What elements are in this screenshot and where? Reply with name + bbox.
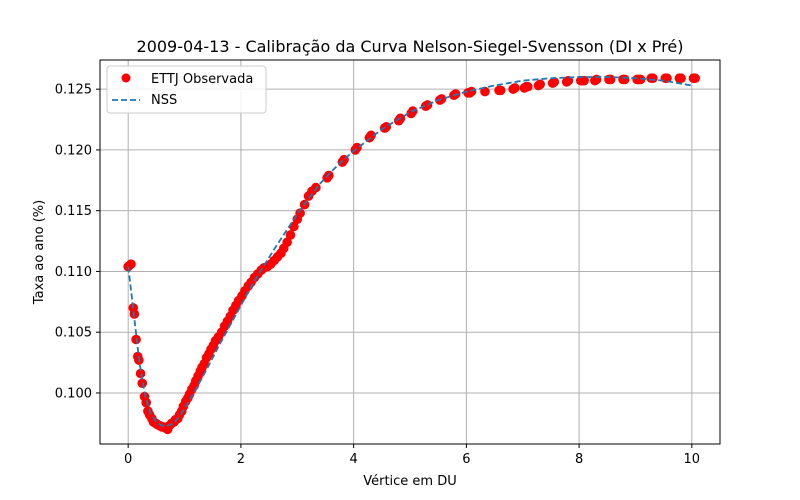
observed-point <box>466 86 477 97</box>
series-layer <box>123 73 700 435</box>
axis-ticks: 0 2 4 6 8 10 0.100 0.105 0.110 0.115 0.120 0.125 <box>55 83 700 467</box>
observed-point <box>135 368 146 379</box>
observed-point <box>366 130 376 141</box>
x-tick-label: 2 <box>237 452 245 467</box>
observed-point <box>619 74 630 85</box>
grid <box>100 60 720 444</box>
observed-point <box>676 73 686 84</box>
plot-area-frame <box>99 59 721 445</box>
y-tick-label: 0.110 <box>55 265 92 280</box>
x-axis-label: Vértice em DU <box>363 474 457 489</box>
observed-point <box>523 81 533 92</box>
x-tick-label: 6 <box>462 452 470 467</box>
x-tick-label: 8 <box>575 452 583 467</box>
observed-point <box>510 83 520 93</box>
x-tick-label: 10 <box>684 452 701 467</box>
observed-point <box>690 73 700 84</box>
observed-point <box>295 208 305 218</box>
chart-title: 2009-04-13 - Calibração da Curva Nelson-… <box>137 37 684 56</box>
legend-label-nss: NSS <box>151 93 177 108</box>
y-tick-label: 0.100 <box>55 386 92 401</box>
x-tick-label: 4 <box>349 452 357 467</box>
legend-marker-observed <box>121 73 131 83</box>
observed-point <box>535 79 545 90</box>
observed-point <box>141 397 152 408</box>
y-tick-label: 0.125 <box>55 83 92 98</box>
observed-point <box>285 230 296 240</box>
observed-point <box>605 74 616 85</box>
legend-label-observed: ETTJ Observada <box>151 72 253 87</box>
observed-point <box>648 73 658 84</box>
legend-frame <box>106 65 267 114</box>
y-tick-label: 0.120 <box>55 143 92 158</box>
y-tick-label: 0.115 <box>55 204 92 219</box>
observed-point <box>422 100 433 110</box>
observed-point <box>662 73 672 84</box>
observed-point <box>579 75 589 86</box>
legend: ETTJ Observada NSS <box>106 65 267 114</box>
observed-point <box>480 86 490 97</box>
observed-point <box>495 85 506 96</box>
observed-point <box>591 74 602 85</box>
observed-point <box>282 237 292 248</box>
y-tick-label: 0.105 <box>55 326 92 341</box>
y-axis-label: Taxa ao ano (%) <box>32 200 47 305</box>
nss-fitted-line <box>127 76 692 427</box>
observed-point <box>549 77 560 87</box>
x-tick-label: 0 <box>124 452 132 467</box>
